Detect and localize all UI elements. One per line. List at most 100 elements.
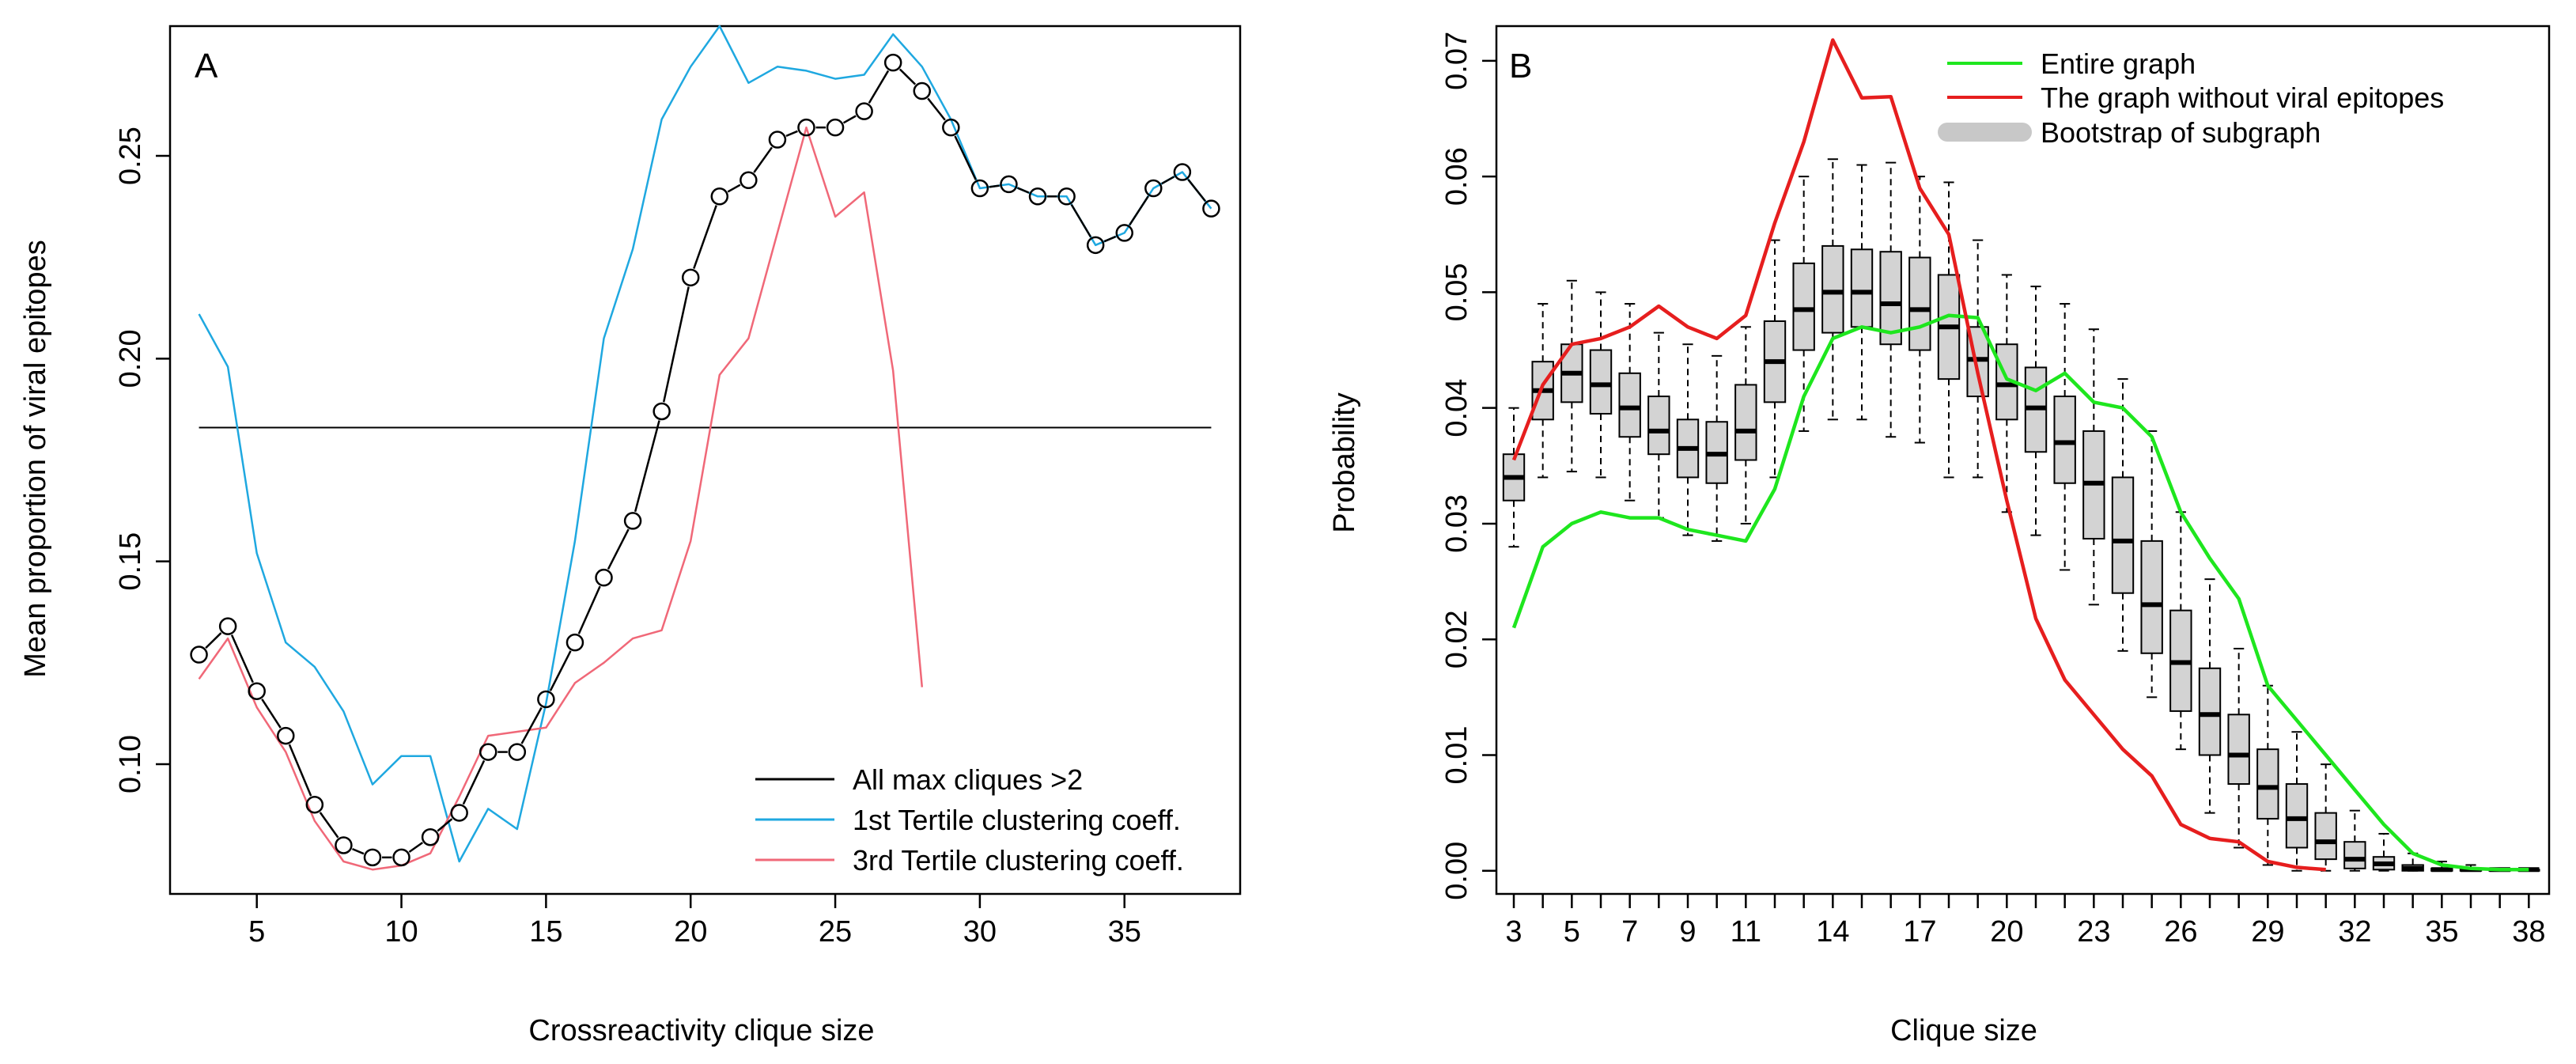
box-body [1792,262,1815,351]
series-segment-all-cliques [230,634,254,683]
series-line-first-tertile [198,25,1212,863]
panel-a-chart: A 5 10 15 20 25 30 35 0.10 0.15 0.20 0.25 Crossrea… [19,25,1242,1047]
series-segment-all-cliques [842,115,857,124]
legend-label-third-tertile: 3rd Tertile clustering coeff. [853,844,1184,877]
series-segment-all-cliques [753,146,773,173]
data-point-all-cliques [1173,163,1192,181]
series-segment-all-cliques [868,70,890,104]
series-segment-all-cliques [989,184,1000,188]
box-body [1618,372,1641,438]
panel-b-boxplots [1502,158,2540,873]
series-segment-all-cliques [1103,235,1117,243]
data-point-all-cliques [363,848,382,867]
x-tick-label: 9 [1679,915,1696,949]
series-segment-all-cliques [437,818,453,832]
x-tick-label: 17 [1903,915,1936,949]
box-body [1995,343,2018,421]
series-segment-all-cliques [261,699,282,729]
box-body [2314,812,2337,861]
legend-label-all-cliques: All max cliques >2 [853,763,1083,796]
box-body [1879,251,1902,346]
series-line-without-viral [1511,38,2326,872]
series-segment-all-cliques [1129,195,1149,226]
x-tick-label: 5 [248,915,265,949]
box-body [2256,748,2279,820]
data-point-all-cliques [566,633,584,652]
panel-b-x-axis-label: Clique size [1890,1014,2037,1047]
series-segment-all-cliques [727,184,741,193]
series-segment-all-cliques [693,205,717,269]
panel-b-series [1511,38,2529,872]
data-point-all-cliques [1086,236,1105,255]
y-tick-label: 0.04 [1440,379,1473,437]
panel-a-plot-frame [168,25,1242,896]
data-point-all-cliques [942,118,960,137]
y-tick-label: 0.01 [1440,725,1473,784]
data-point-all-cliques [421,827,440,846]
legend-label-entire-graph: Entire graph [2041,47,2196,80]
x-tick-label: 15 [529,915,562,949]
x-tick-label: 11 [1731,915,1761,949]
data-point-all-cliques [623,512,642,530]
data-point-all-cliques [450,804,468,822]
y-tick-label: 0.25 [114,127,147,185]
panel-a-axes: 5 10 15 20 25 30 35 0.10 0.15 0.20 0.25 [114,25,1242,949]
y-tick-label: 0.03 [1440,494,1473,553]
data-point-all-cliques [305,795,324,814]
legend-label-without-viral: The graph without viral epitopes [2041,81,2444,114]
data-point-all-cliques [218,617,237,635]
series-segment-all-cliques [785,130,798,138]
x-tick-label: 29 [2251,915,2284,949]
data-point-all-cliques [653,402,671,421]
panel-b-axes: 3 5 7 9 11 14 17 20 23 26 29 32 35 380.000.010.020.03… [1440,25,2551,949]
panel-a-legend: All max cliques >2 1st Tertile clusterin… [755,763,1184,877]
y-tick-label: 0.15 [114,532,147,591]
panel-b-chart: B 3 5 7 9 11 14 17 20 23 26 29 32 35 380.000.010.020.… [1328,25,2551,1047]
box-body [1850,248,1874,328]
x-tick-label: 32 [2338,915,2371,949]
series-segment-all-cliques [1070,203,1092,238]
x-tick-label: 3 [1505,915,1522,949]
x-tick-label: 7 [1621,915,1638,949]
data-point-all-cliques [883,53,902,72]
box-body [2140,540,2163,654]
series-segment-all-cliques [288,744,312,797]
box-body [1908,256,1931,351]
data-point-all-cliques [826,118,845,137]
box-body [1589,349,1613,415]
data-point-all-cliques [681,268,700,287]
series-segment-all-cliques [549,650,572,691]
series-segment-all-cliques [927,97,946,121]
data-point-all-cliques [710,187,729,206]
y-tick-label: 0.20 [114,329,147,388]
panel-b-plot-frame [1495,25,2551,896]
x-tick-label: 20 [1990,915,2023,949]
series-segment-all-cliques [319,812,339,839]
data-point-all-cliques [392,848,410,867]
series-segment-all-cliques [954,135,977,180]
box-body [1734,384,1757,461]
box-body [1821,244,1844,334]
data-point-all-cliques [248,682,266,700]
legend-label-first-tertile: 1st Tertile clustering coeff. [853,804,1181,836]
panel-b-legend: Entire graph The graph without viral epi… [1938,47,2444,149]
data-point-all-cliques [190,646,208,664]
series-segment-all-cliques [577,585,601,634]
x-tick-label: 35 [1108,915,1141,949]
panel-a-y-axis-label: Mean proportion of viral epitopes [19,240,52,677]
data-point-all-cliques [508,743,527,761]
box-body [2053,396,2076,484]
x-tick-label: 38 [2512,915,2545,949]
x-tick-label: 23 [2077,915,2110,949]
series-segment-all-cliques [462,759,486,805]
y-tick-label: 0.05 [1440,263,1473,321]
panel-b-y-axis-label: Probability [1328,392,1361,532]
series-segment-all-cliques [205,632,222,649]
data-point-all-cliques [537,690,555,709]
box-body [2111,476,2135,594]
y-tick-label: 0.00 [1440,842,1473,900]
box-body [1647,396,1670,456]
series-segment-all-cliques [898,68,917,85]
data-point-all-cliques [768,131,787,149]
series-segment-all-cliques [351,847,365,855]
